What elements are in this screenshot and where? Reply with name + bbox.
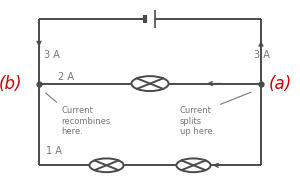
- Text: Current
splits
up here.: Current splits up here.: [180, 92, 251, 136]
- Text: 3 A: 3 A: [44, 50, 59, 60]
- Text: 1 A: 1 A: [46, 146, 62, 156]
- Text: Current
recombines
here.: Current recombines here.: [46, 93, 111, 136]
- Text: (b): (b): [0, 75, 22, 93]
- Text: (a): (a): [269, 75, 292, 93]
- Text: 2 A: 2 A: [58, 72, 74, 82]
- Text: 3 A: 3 A: [254, 50, 269, 60]
